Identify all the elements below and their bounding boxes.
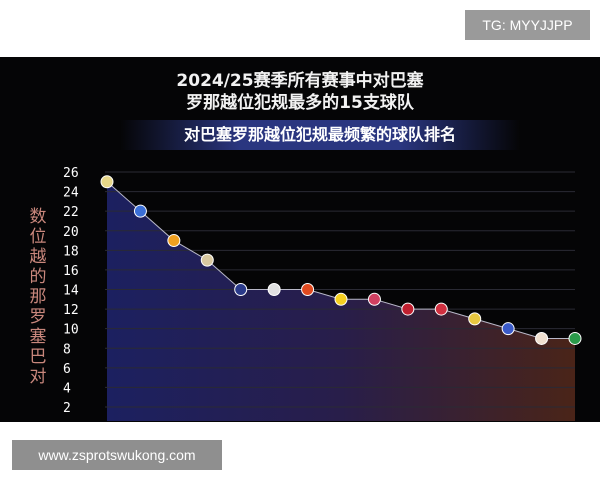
y-tick-label: 16 [63, 264, 79, 279]
team-badge-point: Valencia [167, 234, 181, 248]
team-badge-point: Benfica [200, 253, 214, 267]
y-tick-label: 18 [63, 244, 79, 259]
chart-title-line2: 罗那越位犯规最多的15支球队 [186, 93, 414, 113]
team-badge-point: Espanyol [434, 302, 448, 316]
team-badge-point: Borussia Dortmund [334, 292, 348, 306]
team-badge-point: Atlético Madrid [367, 292, 381, 306]
y-tick-label: 12 [63, 303, 79, 318]
team-badge-point: Alavés [133, 204, 147, 218]
team-badge-point: Osasuna [401, 302, 415, 316]
y-tick-label: 22 [63, 205, 79, 220]
watermark: www.zsprotswukong.com [12, 440, 222, 470]
chart-subtitle: 对巴塞罗那越位犯规最频繁的球队排名 [120, 120, 520, 150]
chart-title-line1: 2024/25赛季所有赛事中对巴塞 [176, 71, 424, 91]
y-tick-label: 14 [63, 284, 79, 299]
y-tick-label: 2 [63, 401, 71, 416]
y-tick-label: 10 [63, 323, 79, 338]
y-tick-label: 4 [63, 381, 71, 396]
tg-badge: TG: MYYJJPP [465, 10, 590, 40]
team-badge-point: Getafe [501, 322, 515, 336]
team-badge-point: Rayo Vallecano [535, 331, 549, 345]
y-tick-label: 24 [63, 186, 79, 201]
team-badge-point: Inter [234, 283, 248, 296]
team-badge-point: Athletic Club [267, 283, 281, 296]
y-axis-label: 数位越的那罗塞巴对 [29, 207, 47, 387]
team-badge-point: Real Betis [568, 331, 582, 345]
team-badge-point: Las Palmas [468, 312, 482, 326]
team-badge-point: Real Madrid [100, 175, 114, 189]
y-tick-label: 26 [63, 166, 79, 181]
team-badge-point: Mallorca [301, 283, 315, 296]
y-tick-label: 6 [63, 362, 71, 377]
y-tick-label: 20 [63, 225, 79, 240]
y-tick-label: 8 [63, 342, 71, 357]
